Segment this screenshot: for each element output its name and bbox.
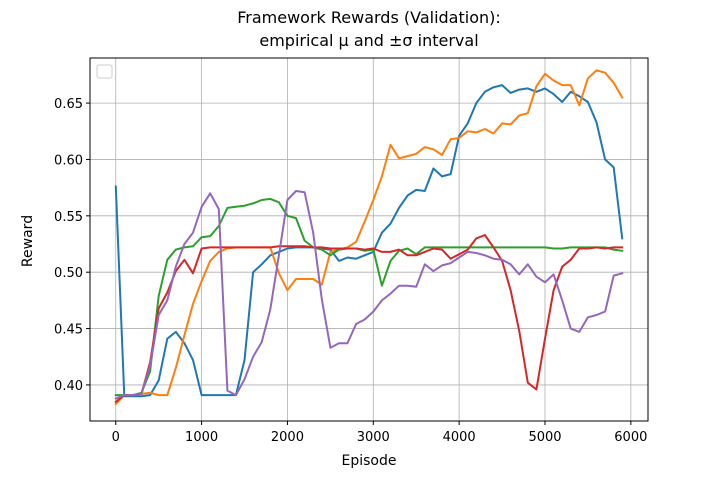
x-tick-label: 2000 bbox=[271, 430, 304, 445]
series-lines bbox=[114, 69, 624, 406]
series-line-5 bbox=[114, 190, 624, 400]
y-tick-label: 0.65 bbox=[54, 97, 83, 112]
series-line-2 bbox=[114, 69, 624, 406]
series-line-4 bbox=[114, 234, 624, 404]
x-tick-label: 0 bbox=[112, 430, 120, 445]
y-tick-label: 0.40 bbox=[54, 379, 83, 394]
x-tick-label: 4000 bbox=[443, 430, 476, 445]
axes: 0 1000 2000 3000 4000 5000 6000 0.40 0.45 0.50 0.5… bbox=[54, 57, 649, 445]
y-tick-label: 0.50 bbox=[54, 266, 83, 281]
y-tick-label: 0.55 bbox=[54, 210, 83, 225]
y-tick-label: 0.45 bbox=[54, 323, 83, 338]
grid-lines bbox=[90, 58, 648, 421]
x-tick-label: 6000 bbox=[614, 430, 647, 445]
x-tick-label: 3000 bbox=[357, 430, 390, 445]
legend bbox=[96, 64, 113, 79]
legend-box bbox=[96, 64, 113, 79]
chart-title-line2: empirical μ and ±σ interval bbox=[259, 31, 478, 50]
x-tick-label: 5000 bbox=[528, 430, 561, 445]
x-axis-label: Episode bbox=[342, 453, 397, 469]
chart-title-line1: Framework Rewards (Validation): bbox=[237, 8, 501, 27]
plot-frame bbox=[89, 57, 649, 422]
x-tick-label: 1000 bbox=[185, 430, 218, 445]
y-tick-label: 0.60 bbox=[54, 153, 83, 168]
series-line-1 bbox=[114, 84, 624, 398]
y-axis-label: Reward bbox=[20, 215, 36, 267]
series-line-3 bbox=[114, 197, 624, 397]
